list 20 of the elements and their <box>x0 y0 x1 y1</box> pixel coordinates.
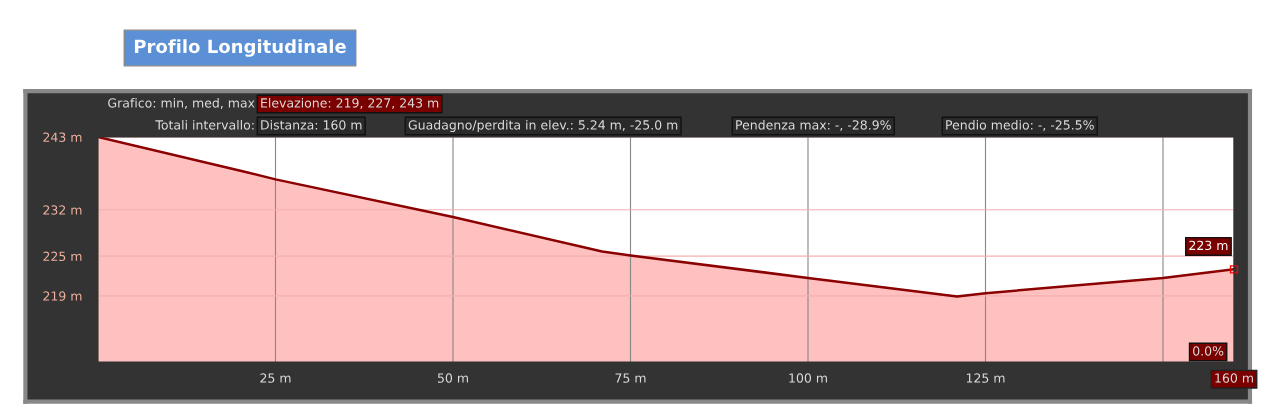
x-tick-label: 160 m <box>1215 373 1253 383</box>
text: Pendio medio: -, -25.5% <box>946 119 1094 131</box>
text: Elevazione: 219, 227, 243 m <box>261 97 439 109</box>
x-tick-label: 75 m <box>615 373 646 383</box>
x-tick-label: 50 m <box>437 373 468 383</box>
chart-title: Profilo Longitudinale <box>134 39 346 57</box>
text: Totali intervallo: <box>155 119 254 130</box>
text: Pendenza max: -, -28.9% <box>736 119 891 131</box>
y-tick-label: 219 m <box>43 291 82 301</box>
y-tick-label: 232 m <box>43 205 82 215</box>
x-tick-label: 100 m <box>789 373 827 383</box>
x-tick-label: 25 m <box>260 373 291 383</box>
annotation: 223 m <box>1189 240 1228 251</box>
x-tick-label: 125 m <box>966 373 1005 383</box>
y-tick-label: 225 m <box>43 251 82 262</box>
annotation: 0.0% <box>1193 346 1224 356</box>
text: Distanza: 160 m <box>261 119 362 130</box>
y-tick-label: 243 m <box>43 132 82 142</box>
text: Grafico: min, med, max <box>108 97 255 109</box>
text: Guadagno/perdita in elev.: 5.24 m, -25.0 m <box>408 119 678 133</box>
